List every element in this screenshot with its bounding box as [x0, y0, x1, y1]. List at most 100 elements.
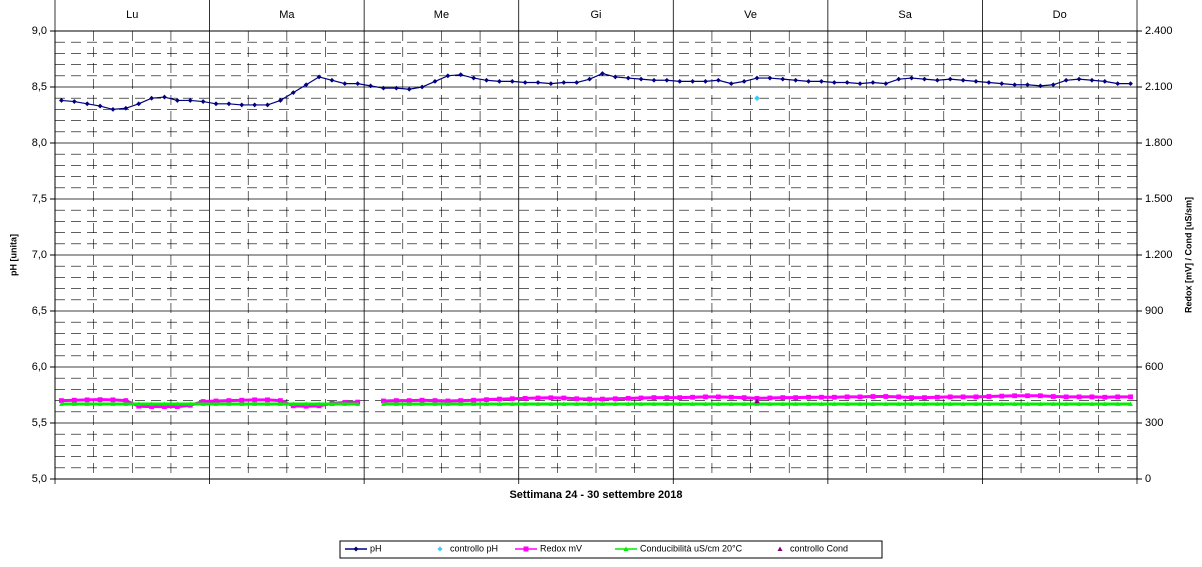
marker — [265, 401, 270, 406]
marker — [1025, 393, 1030, 399]
marker — [342, 401, 348, 406]
marker — [973, 79, 979, 84]
marker — [677, 395, 683, 401]
marker — [110, 397, 116, 403]
marker — [625, 395, 631, 401]
marker — [252, 102, 258, 108]
marker — [252, 401, 258, 406]
marker — [947, 401, 953, 406]
marker — [651, 77, 657, 83]
marker — [973, 394, 979, 400]
legend-label: Redox mV — [540, 543, 582, 553]
marker — [561, 401, 567, 406]
marker — [226, 398, 232, 403]
marker — [819, 401, 824, 406]
marker — [316, 401, 322, 406]
marker — [986, 80, 992, 85]
marker — [174, 401, 180, 406]
y2-tick-label: 900 — [1145, 305, 1163, 317]
marker — [458, 401, 464, 406]
marker — [1076, 394, 1082, 400]
marker — [523, 546, 529, 552]
marker — [754, 95, 760, 101]
y2-tick-label: 1.200 — [1145, 249, 1173, 261]
marker — [587, 396, 592, 402]
marker — [252, 397, 258, 403]
marker — [1012, 393, 1018, 399]
marker — [844, 401, 850, 406]
y2-axis-label: Redox [mV] / Cond [uS/sm] — [1183, 197, 1193, 313]
marker — [728, 401, 734, 406]
marker — [1102, 401, 1108, 406]
marker — [406, 398, 412, 403]
marker — [393, 85, 399, 91]
marker — [960, 394, 966, 400]
y-tick-label: 8,5 — [32, 81, 47, 93]
marker — [303, 403, 309, 409]
marker — [638, 395, 644, 401]
marker — [715, 401, 721, 406]
marker — [200, 401, 206, 406]
marker — [612, 74, 618, 80]
marker — [1012, 82, 1018, 88]
marker — [548, 395, 554, 401]
day-label: Lu — [126, 9, 138, 21]
marker — [226, 401, 232, 406]
marker — [329, 77, 335, 83]
marker — [123, 105, 129, 111]
marker — [71, 397, 77, 403]
y-tick-label: 8,0 — [32, 137, 47, 149]
marker — [844, 80, 850, 85]
marker — [419, 397, 425, 403]
marker — [612, 396, 618, 402]
marker — [638, 401, 644, 406]
marker — [174, 98, 180, 103]
marker — [136, 401, 142, 406]
marker — [883, 394, 889, 399]
marker — [84, 101, 90, 107]
marker — [149, 401, 155, 406]
marker — [831, 401, 837, 406]
marker — [1063, 394, 1069, 400]
marker — [496, 401, 502, 406]
marker — [509, 401, 515, 406]
marker — [703, 79, 708, 84]
marker — [162, 401, 167, 406]
y-tick-label: 5,5 — [32, 417, 47, 429]
marker — [432, 398, 438, 403]
marker — [84, 401, 90, 406]
marker — [922, 395, 927, 401]
y2-tick-label: 0 — [1145, 473, 1151, 485]
marker — [355, 401, 361, 406]
marker — [1050, 394, 1056, 399]
marker — [213, 398, 219, 404]
marker — [703, 394, 708, 400]
marker — [574, 80, 580, 85]
marker — [535, 80, 541, 85]
marker — [857, 401, 863, 406]
marker — [728, 394, 734, 400]
marker — [1050, 82, 1056, 88]
marker — [1037, 401, 1043, 406]
marker — [960, 401, 966, 406]
marker — [819, 394, 824, 400]
marker — [174, 404, 180, 409]
marker — [870, 80, 876, 85]
marker — [741, 401, 747, 406]
marker — [437, 546, 443, 552]
marker — [200, 399, 206, 404]
y-tick-label: 6,0 — [32, 361, 47, 373]
marker — [381, 85, 386, 91]
marker — [458, 72, 464, 78]
chart-title: Settimana 24 - 30 settembre 2018 — [509, 489, 682, 501]
marker — [239, 102, 245, 108]
marker — [638, 76, 644, 82]
marker — [806, 79, 811, 84]
marker — [496, 79, 502, 84]
marker — [419, 84, 425, 90]
marker — [290, 401, 296, 406]
marker — [509, 79, 515, 84]
day-label: Do — [1053, 9, 1067, 21]
marker — [1063, 401, 1069, 406]
day-label: Me — [434, 9, 449, 21]
